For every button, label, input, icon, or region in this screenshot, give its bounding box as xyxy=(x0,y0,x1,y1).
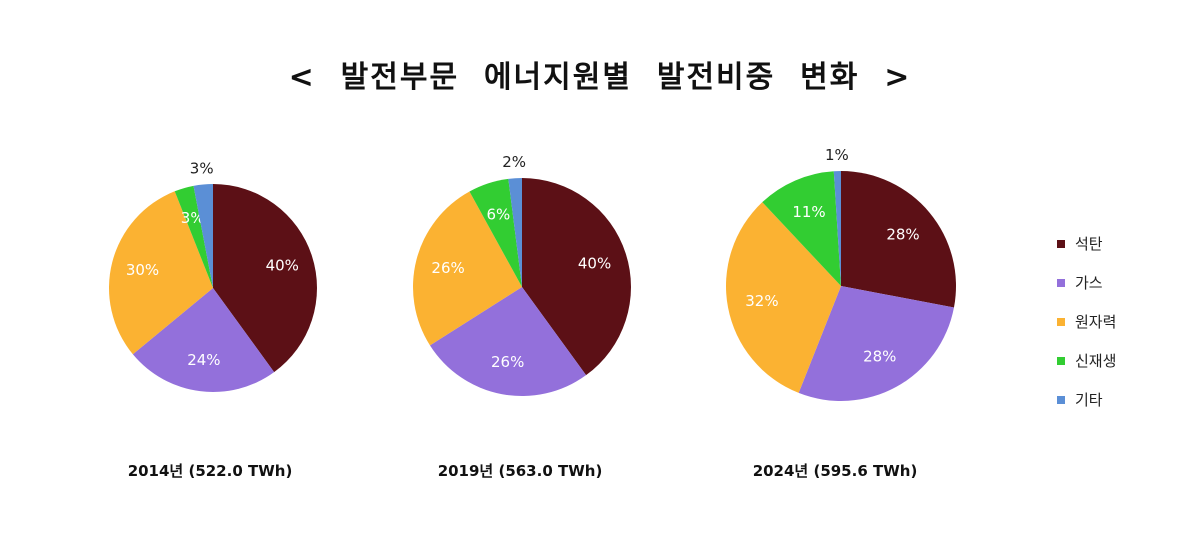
pie-label-2019-other: 2% xyxy=(502,153,526,171)
pie-slice-2014-nuclear xyxy=(109,191,213,355)
pie-slice-2014-coal xyxy=(213,184,317,373)
pie-caption-2024: 2024년 (595.6 TWh) xyxy=(752,462,918,480)
chart-title: < 발전부문 에너지원별 발전비중 변화 > xyxy=(288,60,912,95)
pie-label-2024-other: 1% xyxy=(825,146,849,164)
legend-label-renewable: 신재생 xyxy=(1075,352,1117,370)
pie-label-2014-coal: 40% xyxy=(266,257,299,275)
legend-item-gas: 가스 xyxy=(1057,263,1116,302)
pie-slice-2024-nuclear xyxy=(726,202,841,393)
pie-slice-2019-other xyxy=(508,178,522,287)
legend-swatch-nuclear xyxy=(1057,317,1065,326)
pie-label-2019-gas: 26% xyxy=(491,353,524,371)
pie-slice-2019-gas xyxy=(429,287,587,397)
legend-label-gas: 가스 xyxy=(1075,274,1103,292)
pie-label-2019-coal: 40% xyxy=(578,254,611,272)
legend-label-nuclear: 원자력 xyxy=(1075,313,1117,331)
pie-slice-2019-renewable xyxy=(469,178,522,287)
pie-label-2014-other: 3% xyxy=(190,160,214,178)
pie-slice-2014-gas xyxy=(132,288,275,393)
legend: 석탄 가스 원자력 신재생 기타 xyxy=(1057,224,1116,419)
pie-label-2024-nuclear: 32% xyxy=(745,292,778,310)
pie-label-2024-renewable: 11% xyxy=(792,203,825,221)
legend-item-coal: 석탄 xyxy=(1057,224,1116,263)
legend-item-nuclear: 원자력 xyxy=(1057,302,1116,341)
pie-label-2019-nuclear: 26% xyxy=(431,259,464,277)
legend-label-coal: 석탄 xyxy=(1075,235,1103,253)
pie-slice-2024-gas xyxy=(798,286,954,401)
pie-slice-2014-renewable xyxy=(174,185,213,288)
pie-slice-2024-renewable xyxy=(762,171,841,286)
pie-caption-2014: 2014년 (522.0 TWh) xyxy=(127,462,293,480)
legend-swatch-other xyxy=(1057,395,1065,404)
pie-slice-2014-other xyxy=(193,184,213,288)
pie-label-2014-renewable: 3% xyxy=(181,209,205,227)
legend-item-renewable: 신재생 xyxy=(1057,341,1116,380)
legend-swatch-gas xyxy=(1057,278,1065,287)
pie-slice-2024-other xyxy=(833,171,841,286)
legend-label-other: 기타 xyxy=(1075,391,1103,409)
pie-slice-2019-coal xyxy=(522,178,631,376)
pie-label-2014-gas: 24% xyxy=(187,351,220,369)
legend-swatch-renewable xyxy=(1057,356,1065,365)
legend-item-other: 기타 xyxy=(1057,380,1116,419)
pie-label-2024-gas: 28% xyxy=(863,348,896,366)
pie-label-2014-nuclear: 30% xyxy=(126,261,159,279)
pie-label-2024-coal: 28% xyxy=(886,226,919,244)
pie-slice-2019-nuclear xyxy=(412,191,522,346)
pie-slice-2024-coal xyxy=(841,171,956,308)
pie-label-2019-renewable: 6% xyxy=(487,205,511,223)
legend-swatch-coal xyxy=(1057,239,1065,248)
pie-caption-2019: 2019년 (563.0 TWh) xyxy=(437,462,603,480)
